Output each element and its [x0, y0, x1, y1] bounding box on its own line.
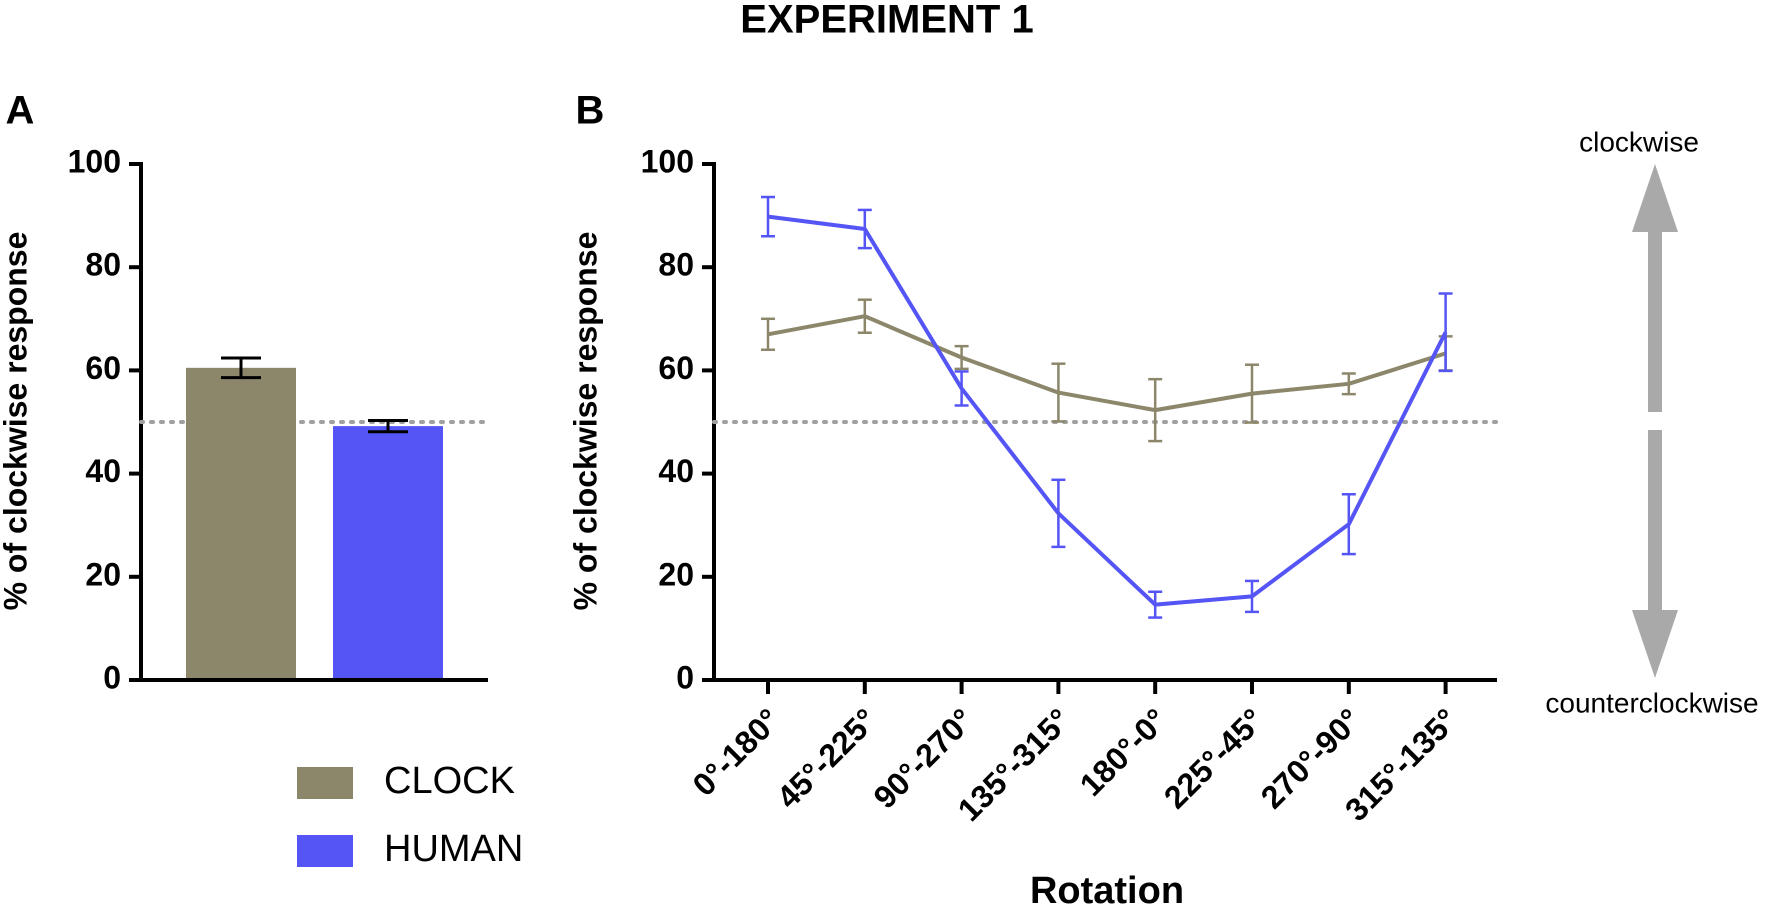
arrow-shaft: [1648, 430, 1662, 620]
annotation: counterclockwise: [1545, 687, 1758, 718]
bar: [333, 426, 443, 680]
panel-label: B: [576, 89, 605, 133]
y-tick-label: 20: [85, 556, 121, 592]
y-tick-label: 100: [641, 143, 694, 179]
arrow-head: [1632, 610, 1678, 678]
x-tick-label: 45°-225°: [770, 701, 884, 815]
x-tick-label: 225°-45°: [1157, 701, 1271, 815]
y-tick-label: 20: [658, 556, 694, 592]
error-bar: [221, 356, 261, 380]
y-tick-label: 100: [68, 143, 121, 179]
y-tick-label: 40: [85, 453, 121, 489]
legend-swatch: [297, 767, 353, 799]
y-axis-label: % of clockwise response: [567, 232, 603, 611]
y-tick-label: 60: [85, 350, 121, 386]
y-tick-label: 40: [658, 453, 694, 489]
series-line: [767, 314, 1447, 413]
legend-label: HUMAN: [384, 828, 523, 870]
x-axis-label: Rotation: [1030, 870, 1184, 911]
arrow-shaft: [1648, 220, 1662, 412]
legend-swatch: [297, 835, 353, 867]
panel-label: A: [6, 89, 35, 133]
y-tick-label: 0: [103, 659, 121, 695]
y-tick-label: 60: [658, 350, 694, 386]
y-axis-label: % of clockwise response: [0, 232, 33, 611]
direction-arrow: [1632, 164, 1678, 678]
series-line: [767, 214, 1448, 607]
annotation: clockwise: [1579, 126, 1699, 157]
y-tick-label: 80: [658, 247, 694, 283]
bar: [186, 367, 296, 680]
figure-title: EXPERIMENT 1: [740, 0, 1033, 42]
legend-label: CLOCK: [384, 760, 515, 802]
y-tick-label: 80: [85, 247, 121, 283]
arrow-head: [1632, 164, 1678, 232]
error-bar: [368, 418, 408, 434]
y-tick-label: 0: [676, 659, 694, 695]
